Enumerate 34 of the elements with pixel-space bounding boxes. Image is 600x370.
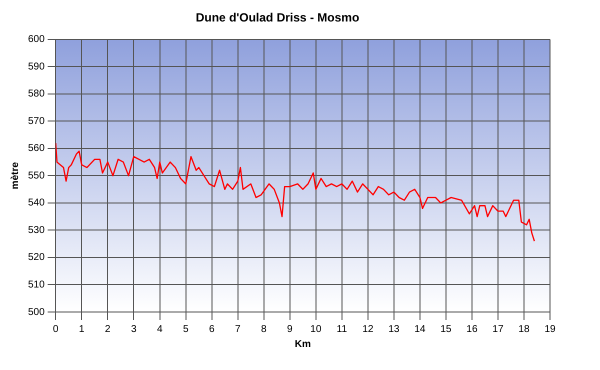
x-tick-label: 6 [209, 324, 216, 335]
y-tick-label: 540 [28, 198, 46, 209]
y-tick-label: 560 [28, 143, 46, 154]
y-tick-label: 600 [28, 34, 46, 46]
x-tick-label: 10 [310, 324, 322, 335]
y-tick-label: 590 [28, 61, 46, 72]
x-tick-label: 16 [466, 324, 478, 335]
y-tick-label: 550 [28, 170, 46, 182]
y-tick-label: 520 [28, 252, 46, 264]
x-tick-label: 19 [544, 324, 556, 335]
x-tick-label: 2 [104, 324, 111, 335]
x-tick-label: 14 [414, 324, 426, 335]
chart-title: Dune d'Oulad Driss - Mosmo [196, 10, 360, 25]
x-tick-label: 3 [130, 324, 137, 335]
y-tick-label: 570 [28, 116, 46, 127]
x-tick-label: 8 [261, 324, 268, 335]
x-tick-label: 4 [156, 324, 163, 335]
y-tick-label: 500 [28, 306, 46, 318]
x-tick-label: 9 [287, 324, 294, 335]
x-tick-label: 5 [182, 324, 189, 335]
x-tick-label: 11 [336, 324, 348, 335]
x-tick-label: 17 [492, 324, 504, 335]
y-axis-title: mètre [10, 162, 21, 190]
x-tick-label: 12 [362, 324, 374, 335]
x-tick-label: 13 [388, 324, 400, 335]
x-tick-label: 1 [78, 324, 85, 335]
x-tick-label: 18 [518, 324, 530, 335]
x-tick-label: 0 [52, 324, 59, 335]
x-tick-label: 15 [440, 324, 452, 335]
y-tick-label: 510 [28, 279, 46, 290]
y-tick-label: 530 [28, 224, 46, 236]
y-tick-label: 580 [28, 88, 46, 100]
x-tick-label: 7 [235, 324, 242, 335]
x-axis-title: Km [294, 338, 311, 350]
